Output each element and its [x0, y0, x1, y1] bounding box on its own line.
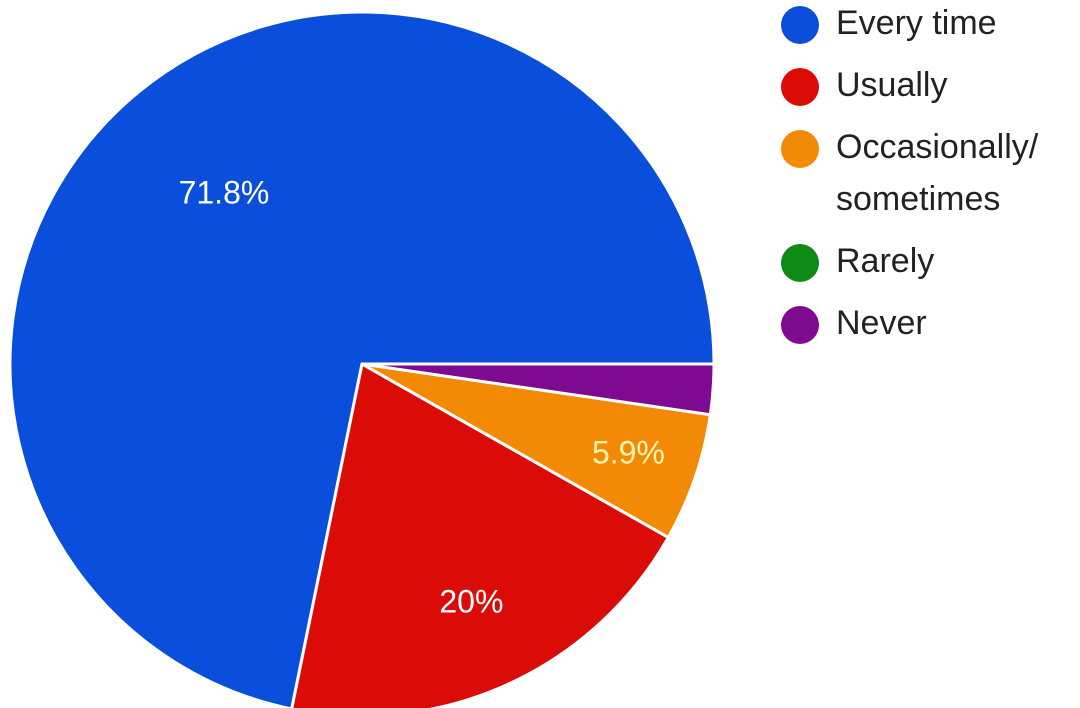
pie-slices	[8, 10, 716, 708]
legend-label-never: Never	[836, 304, 927, 342]
chart-legend: Every time Usually Occasionally/sometimes R…	[781, 4, 1039, 344]
pie-data-labels: 71.8% 20% 5.9%	[179, 174, 665, 619]
legend-label-usually: Usually	[836, 66, 947, 104]
legend-label-occasionally-sometimes-line-1: Occasionally/	[836, 128, 1039, 166]
data-label-every-time: 71.8%	[179, 174, 270, 210]
legend-marker-never	[781, 306, 819, 344]
data-label-occasionally-sometimes: 5.9%	[592, 435, 665, 471]
pie-slice-never	[360, 362, 716, 417]
pie-slice-occasionally-sometimes	[360, 362, 712, 539]
legend-marker-occasionally-sometimes	[781, 130, 819, 168]
legend-label-occasionally-sometimes-line-2: sometimes	[836, 180, 1000, 218]
legend-marker-usually	[781, 68, 819, 106]
legend-marker-rarely	[781, 244, 819, 282]
legend-label-rarely: Rarely	[836, 242, 934, 280]
pie-slice-every-time	[8, 10, 716, 708]
pie-slice-usually	[290, 362, 670, 708]
data-label-usually: 20%	[439, 584, 503, 620]
legend-marker-every-time	[781, 6, 819, 44]
legend-label-every-time: Every time	[836, 4, 997, 42]
